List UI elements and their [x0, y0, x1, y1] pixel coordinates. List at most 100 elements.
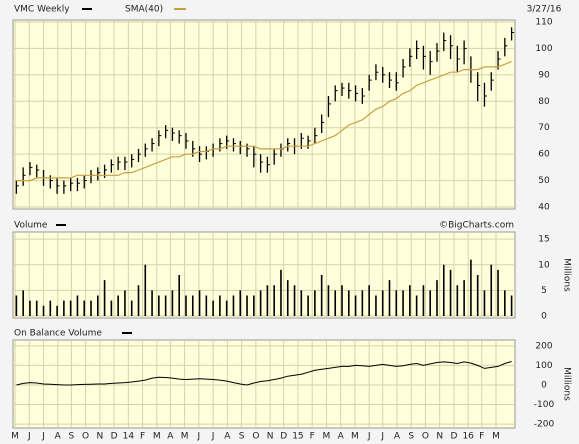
credit: ©BigCharts.com — [439, 221, 514, 231]
x-tick-label: N — [267, 432, 274, 442]
volume-bar — [49, 300, 52, 316]
x-tick-label: O — [252, 432, 259, 442]
date: 3/27/16 — [527, 5, 562, 15]
volume-bar — [22, 290, 24, 316]
x-tick-label: A — [394, 432, 401, 442]
volume-bar — [368, 285, 370, 316]
volume-bar — [15, 295, 18, 316]
volume-bar — [124, 290, 126, 316]
volume-bar — [76, 295, 79, 316]
volume-bar — [442, 264, 445, 316]
volume-bar — [158, 295, 160, 316]
y-tick-label: 10 — [538, 260, 550, 270]
volume-bar — [429, 290, 432, 316]
volume-bar — [69, 300, 72, 316]
volume-bar — [375, 295, 377, 316]
line — [16, 361, 512, 386]
x-tick-label: A — [338, 432, 345, 442]
legend-label: Volume — [14, 221, 48, 231]
volume-bar — [314, 290, 316, 316]
x-tick-label: S — [68, 432, 74, 442]
legend-label: On Balance Volume — [14, 329, 102, 339]
volume-bar — [422, 285, 425, 316]
volume-bar — [178, 275, 181, 316]
volume-bar — [456, 285, 459, 316]
y-tick-label: 50 — [538, 176, 550, 186]
volume-bar — [96, 295, 99, 316]
volume-bar — [90, 300, 92, 316]
volume-bar — [415, 295, 418, 316]
volume-bar — [361, 290, 364, 316]
volume-bar — [307, 295, 309, 316]
x-tick-label: F — [140, 432, 145, 442]
x-tick-label: F — [310, 432, 315, 442]
x-tick-label: O — [82, 432, 89, 442]
volume-bar — [381, 290, 384, 316]
x-tick-label: D — [111, 432, 118, 442]
x-tick-label: 14 — [123, 432, 135, 442]
x-tick-label: M — [11, 432, 19, 442]
y-tick-label: -100 — [534, 400, 555, 410]
volume-bar — [504, 290, 506, 316]
volume-bar — [225, 300, 228, 316]
volume-bar — [388, 280, 391, 316]
x-tick-label: J — [27, 432, 31, 442]
volume-bar — [449, 269, 452, 316]
volume-bar — [191, 295, 194, 316]
volume-bar — [185, 295, 187, 316]
volume-bar — [198, 290, 201, 316]
volume-bar — [409, 285, 411, 316]
y-tick-label: 15 — [538, 235, 549, 245]
volume-bar — [300, 290, 303, 316]
volume-bar — [63, 300, 65, 316]
volume-panel — [12, 231, 516, 319]
volume-bar — [137, 285, 140, 316]
volume-bar — [490, 264, 493, 316]
x-tick-label: J — [367, 432, 371, 442]
y-tick-label: -200 — [534, 420, 555, 430]
y-tick-label: 5 — [541, 286, 547, 296]
x-tick-label: M — [181, 432, 189, 442]
y-tick-label: 110 — [535, 18, 552, 28]
volume-bar — [212, 300, 214, 316]
x-tick-label: 15 — [292, 432, 303, 442]
volume-bar — [253, 295, 255, 316]
volume-bar — [246, 295, 248, 316]
volume-bar — [280, 269, 282, 316]
x-tick-label: S — [408, 432, 414, 442]
volume-bar — [103, 280, 106, 316]
x-tick-label: S — [239, 432, 245, 442]
x-tick-label: 16 — [462, 432, 474, 442]
volume-bar — [171, 290, 174, 316]
x-tick-label: D — [280, 432, 287, 442]
x-tick-label: D — [450, 432, 457, 442]
volume-bar — [320, 275, 323, 316]
x-tick-label: F — [479, 432, 484, 442]
x-tick-label: J — [380, 432, 384, 442]
y-tick-label: 60 — [538, 150, 550, 160]
price-panel — [12, 19, 516, 210]
y-tick-label: 80 — [538, 97, 550, 107]
volume-bar — [239, 290, 242, 316]
x-tick-label: N — [96, 432, 103, 442]
y-tick-label: 90 — [538, 70, 550, 80]
y-tick-label: 0 — [541, 380, 547, 390]
y-tick-label: 200 — [535, 341, 552, 351]
x-tick-label: A — [55, 432, 62, 442]
legend-label: VMC Weekly — [14, 5, 70, 15]
volume-bar — [151, 290, 153, 316]
volume-bar — [436, 280, 438, 316]
volume-bar — [273, 285, 275, 316]
x-tick-label: A — [224, 432, 231, 442]
x-tick-label: N — [436, 432, 443, 442]
volume-bar — [402, 290, 404, 316]
volume-bar — [293, 285, 296, 316]
volume-bar — [205, 295, 208, 316]
volume-bar — [110, 300, 113, 316]
x-tick-label: M — [153, 432, 161, 442]
x-tick-label: M — [323, 432, 331, 442]
x-tick-label: O — [422, 432, 429, 442]
volume-bar — [334, 290, 337, 316]
volume-bar — [266, 285, 269, 316]
